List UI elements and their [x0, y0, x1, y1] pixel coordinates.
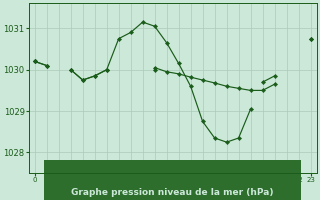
- X-axis label: Graphe pression niveau de la mer (hPa): Graphe pression niveau de la mer (hPa): [71, 188, 274, 197]
